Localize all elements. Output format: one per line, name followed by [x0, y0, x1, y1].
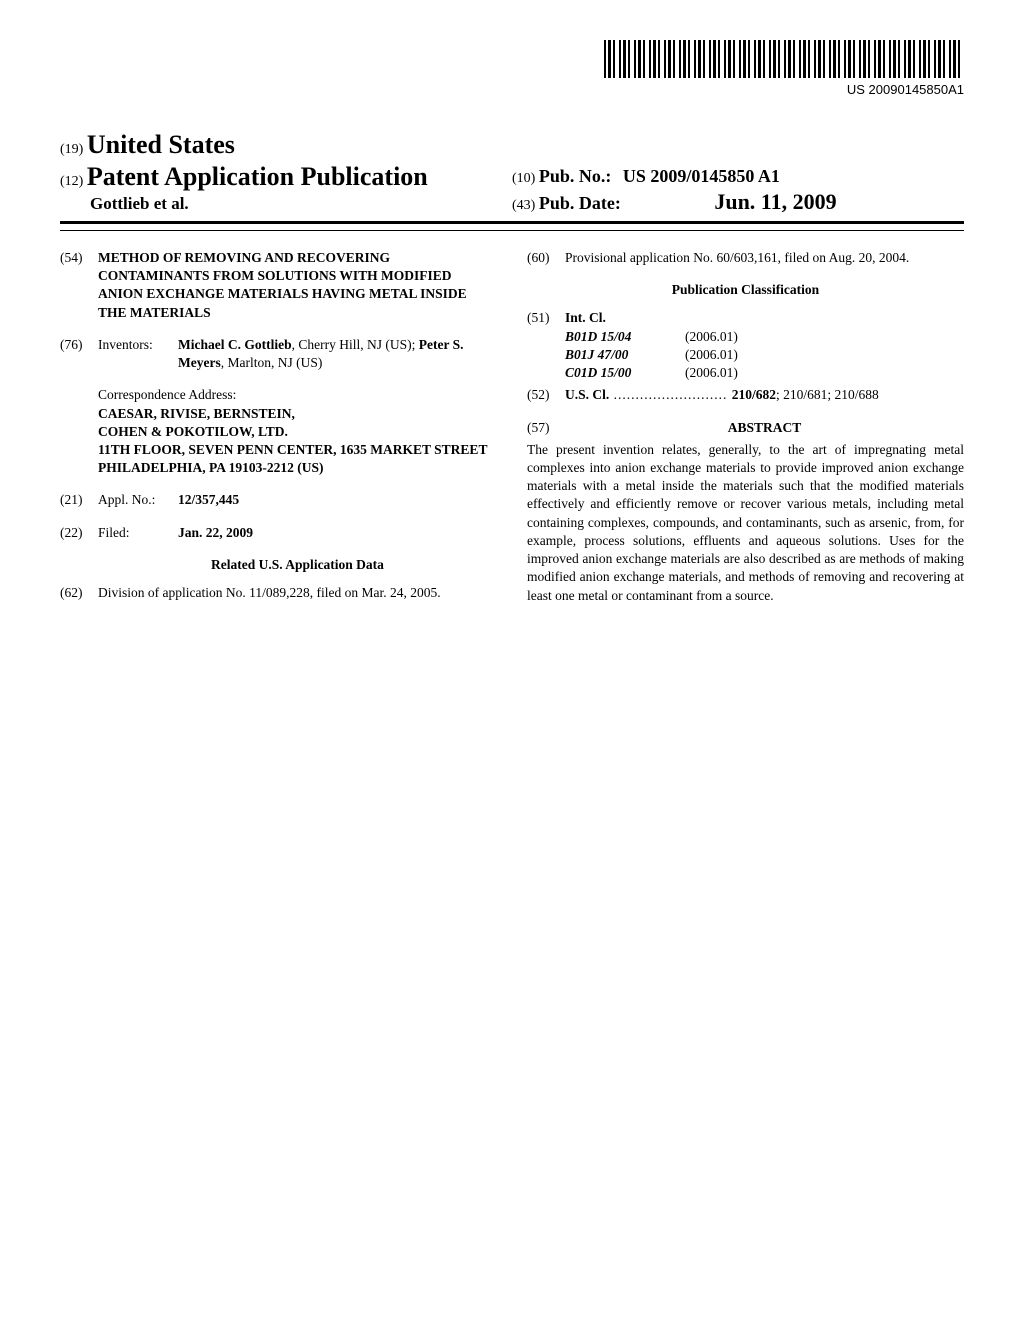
country-line: (19) United States [60, 130, 512, 160]
corr-line-4: PHILADELPHIA, PA 19103-2212 (US) [98, 459, 497, 477]
code-21: (21) [60, 491, 98, 509]
appl-no: 12/357,445 [178, 491, 239, 509]
code-52: (52) [527, 386, 565, 404]
barcode-section: US 20090145850A1 [604, 40, 964, 97]
abstract-text: The present invention relates, generally… [527, 441, 964, 605]
filed-date: Jan. 22, 2009 [178, 524, 253, 542]
patent-title: METHOD OF REMOVING AND RECOVERING CONTAM… [98, 249, 497, 322]
uscl-label: U.S. Cl. [565, 387, 609, 402]
pub-no: US 2009/0145850 A1 [615, 166, 780, 186]
body-columns: (54) METHOD OF REMOVING AND RECOVERING C… [60, 249, 964, 616]
division-row: (62) Division of application No. 11/089,… [60, 584, 497, 602]
uscl-dots: .......................... [609, 387, 732, 402]
left-header: (19) United States (12) Patent Applicati… [60, 130, 512, 215]
inventor-2-loc: , Marlton, NJ (US) [221, 355, 323, 370]
code-51: (51) [527, 309, 565, 382]
right-column: (60) Provisional application No. 60/603,… [527, 249, 964, 616]
intcl-block: Int. Cl. B01D 15/04 (2006.01) B01J 47/00… [565, 309, 964, 382]
pub-date-label: Pub. Date: [539, 193, 621, 213]
correspondence-block: Correspondence Address: CAESAR, RIVISE, … [98, 386, 497, 477]
uscl-rest: ; 210/681; 210/688 [776, 387, 879, 402]
inventors-row: (76) Inventors: Michael C. Gottlieb, Che… [60, 336, 497, 372]
barcode-text: US 20090145850A1 [604, 82, 964, 97]
uscl-bold: 210/682 [732, 387, 776, 402]
corr-line-2: COHEN & POKOTILOW, LTD. [98, 423, 497, 441]
abstract-heading-row: (57) ABSTRACT [527, 419, 964, 437]
code-60: (60) [527, 249, 565, 267]
intcl-2-code: B01J 47/00 [565, 346, 685, 364]
filed-label: Filed: [98, 524, 178, 542]
intcl-item-3: C01D 15/00 (2006.01) [565, 364, 964, 382]
intcl-3-year: (2006.01) [685, 364, 738, 382]
intcl-3-code: C01D 15/00 [565, 364, 685, 382]
code-10: (10) [512, 171, 535, 186]
pub-no-label: Pub. No.: [539, 166, 612, 186]
divider-thin [60, 230, 964, 231]
inventor-1-loc: , Cherry Hill, NJ (US); [292, 337, 419, 352]
code-62: (62) [60, 584, 98, 602]
inventors-content: Michael C. Gottlieb, Cherry Hill, NJ (US… [178, 336, 497, 372]
pub-type-line: (12) Patent Application Publication [60, 162, 512, 192]
barcode-image [604, 40, 964, 78]
related-heading: Related U.S. Application Data [98, 556, 497, 574]
inventors-label: Inventors: [98, 336, 178, 372]
intcl-1-year: (2006.01) [685, 328, 738, 346]
intcl-item-1: B01D 15/04 (2006.01) [565, 328, 964, 346]
intcl-item-2: B01J 47/00 (2006.01) [565, 346, 964, 364]
pub-date: Jun. 11, 2009 [624, 189, 836, 214]
intcl-2-year: (2006.01) [685, 346, 738, 364]
corr-line-3: 11TH FLOOR, SEVEN PENN CENTER, 1635 MARK… [98, 441, 497, 459]
code-43: (43) [512, 198, 535, 213]
pub-date-line: (43) Pub. Date: Jun. 11, 2009 [512, 189, 964, 215]
provisional-row: (60) Provisional application No. 60/603,… [527, 249, 964, 267]
header-section: (19) United States (12) Patent Applicati… [60, 130, 964, 215]
abstract-heading: ABSTRACT [565, 419, 964, 437]
right-header: (10) Pub. No.: US 2009/0145850 A1 (43) P… [512, 130, 964, 215]
divider-thick [60, 221, 964, 224]
code-19: (19) [60, 142, 83, 157]
pub-no-line: (10) Pub. No.: US 2009/0145850 A1 [512, 166, 964, 187]
code-22: (22) [60, 524, 98, 542]
intcl-label: Int. Cl. [565, 309, 964, 327]
code-57: (57) [527, 419, 565, 437]
authors-line: Gottlieb et al. [60, 194, 512, 214]
country-name: United States [87, 130, 235, 159]
filed-row: (22) Filed: Jan. 22, 2009 [60, 524, 497, 542]
code-12: (12) [60, 174, 83, 189]
title-row: (54) METHOD OF REMOVING AND RECOVERING C… [60, 249, 497, 322]
pub-type: Patent Application Publication [87, 162, 428, 191]
division-text: Division of application No. 11/089,228, … [98, 584, 497, 602]
code-54: (54) [60, 249, 98, 322]
appl-no-label: Appl. No.: [98, 491, 178, 509]
provisional-text: Provisional application No. 60/603,161, … [565, 249, 964, 267]
appl-no-row: (21) Appl. No.: 12/357,445 [60, 491, 497, 509]
uscl-row: (52) U.S. Cl. ..........................… [527, 386, 964, 404]
uscl-content: U.S. Cl. .......................... 210/… [565, 386, 964, 404]
code-76: (76) [60, 336, 98, 372]
classification-heading: Publication Classification [527, 281, 964, 299]
intcl-1-code: B01D 15/04 [565, 328, 685, 346]
intcl-row: (51) Int. Cl. B01D 15/04 (2006.01) B01J … [527, 309, 964, 382]
left-column: (54) METHOD OF REMOVING AND RECOVERING C… [60, 249, 497, 616]
corr-line-1: CAESAR, RIVISE, BERNSTEIN, [98, 405, 497, 423]
inventor-1-name: Michael C. Gottlieb [178, 337, 292, 352]
correspondence-label: Correspondence Address: [98, 386, 497, 404]
